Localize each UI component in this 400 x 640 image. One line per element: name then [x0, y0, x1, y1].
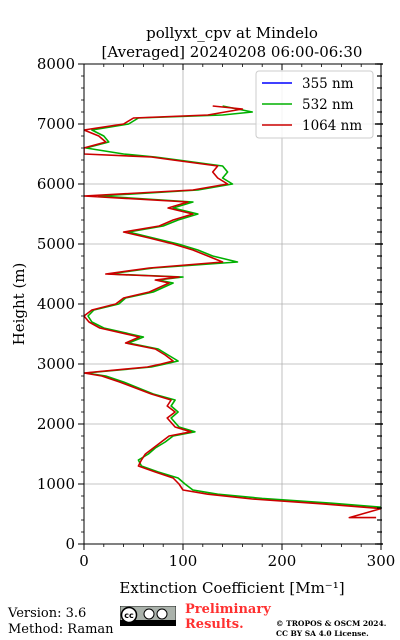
copyright-line2: CC BY SA 4.0 License.: [276, 629, 369, 638]
y-axis-label: Height (m): [10, 263, 28, 346]
y-tick-label: 7000: [37, 115, 75, 133]
preliminary-line2: Results.: [185, 617, 244, 632]
series-layer: [84, 105, 381, 519]
svg-text:cc: cc: [124, 611, 134, 620]
legend-label: 1064 nm: [302, 118, 362, 134]
y-tick-label: 2000: [37, 415, 75, 433]
cc-license-icon: cc: [120, 606, 176, 626]
preliminary-line1: Preliminary: [185, 602, 271, 617]
y-tick-label: 1000: [37, 475, 75, 493]
preliminary-notice: Preliminary Results.: [185, 602, 275, 632]
copyright-line1: © TROPOS & OSCM 2024.: [276, 619, 387, 628]
y-tick-label: 0: [65, 535, 75, 553]
y-tick-label: 8000: [37, 55, 75, 73]
x-axis-label: Extinction Coefficient [Mm⁻¹]: [119, 579, 344, 597]
y-tick-label: 4000: [37, 295, 75, 313]
x-tick-label: 100: [169, 552, 198, 570]
copyright-notice: © TROPOS & OSCM 2024. CC BY SA 4.0 Licen…: [276, 619, 386, 639]
y-tick-label: 5000: [37, 235, 75, 253]
legend-label: 532 nm: [302, 97, 354, 113]
y-tick-label: 6000: [37, 175, 75, 193]
x-tick-label: 200: [268, 552, 297, 570]
x-tick-label: 300: [367, 552, 396, 570]
legend-box: [255, 70, 374, 139]
series-line-532-nm: [85, 105, 381, 509]
y-tick-label: 3000: [37, 355, 75, 373]
legend-label: 355 nm: [302, 76, 354, 92]
version-text: Version: 3.6: [8, 606, 87, 621]
series-line-1064-nm: [84, 105, 381, 519]
chart-subtitle: [Averaged] 20240208 06:00-06:30: [102, 43, 363, 61]
x-tick-label: 0: [79, 552, 89, 570]
ticks: 0 100 200 300010002000300040005000600070008…: [37, 55, 396, 570]
method-text: Method: Raman: [8, 622, 114, 637]
legend: 355 nm 532 nm 1064 nm: [255, 70, 374, 139]
chart-title: pollyxt_cpv at Mindelo: [146, 24, 318, 42]
